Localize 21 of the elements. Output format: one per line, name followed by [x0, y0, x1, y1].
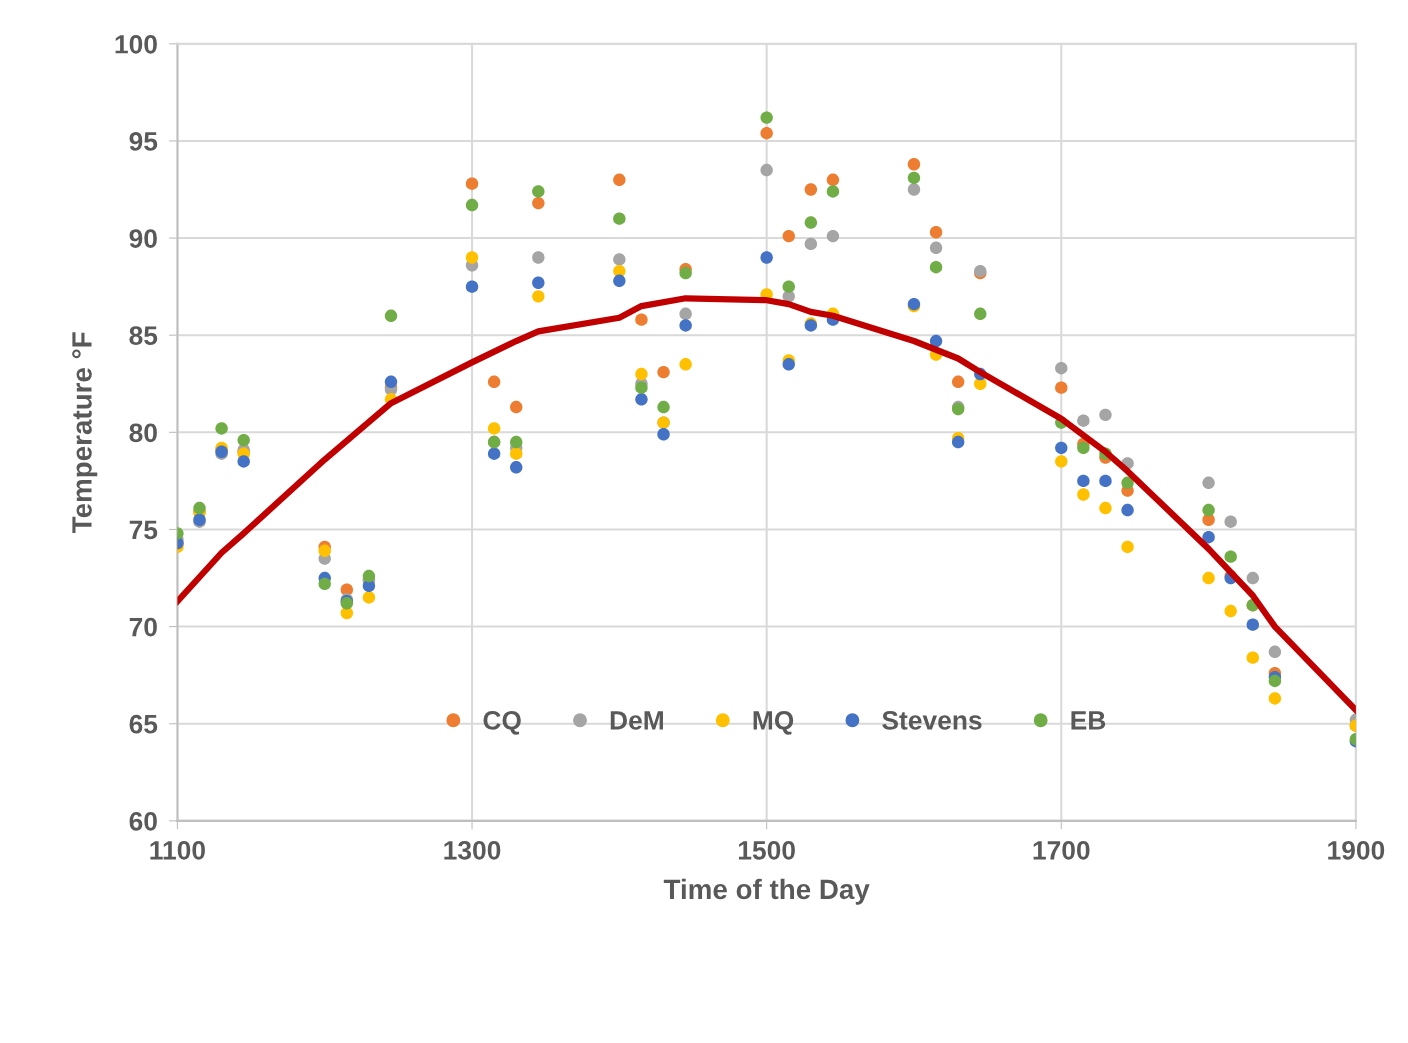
- y-axis-title: Temperature °F: [72, 332, 98, 534]
- y-tick-label: 100: [115, 34, 157, 54]
- x-tick-label: 1900: [1328, 840, 1385, 860]
- x-tick-label: 1300: [444, 840, 501, 860]
- y-tick-label: 70: [129, 617, 157, 637]
- legend-label: Stevens: [882, 711, 982, 730]
- y-tick-label: 90: [129, 229, 157, 248]
- y-tick-label: 85: [129, 326, 158, 346]
- y-tick-label: 60: [129, 811, 157, 831]
- y-tick-label: 75: [129, 520, 158, 540]
- legend-label: MQ: [753, 711, 794, 735]
- legend-label: DeM: [610, 711, 663, 730]
- legend-label: CQ: [483, 711, 521, 735]
- y-tick-label: 80: [129, 423, 157, 443]
- y-tick-label: 95: [129, 132, 158, 151]
- x-tick-label: 1500: [738, 840, 795, 860]
- x-tick-label: 1100: [150, 840, 205, 860]
- y-tick-label: 65: [129, 714, 158, 734]
- x-tick-label: 1700: [1033, 840, 1090, 860]
- x-axis-title: Time of the Day: [663, 878, 870, 905]
- legend-label: EB: [1071, 711, 1106, 730]
